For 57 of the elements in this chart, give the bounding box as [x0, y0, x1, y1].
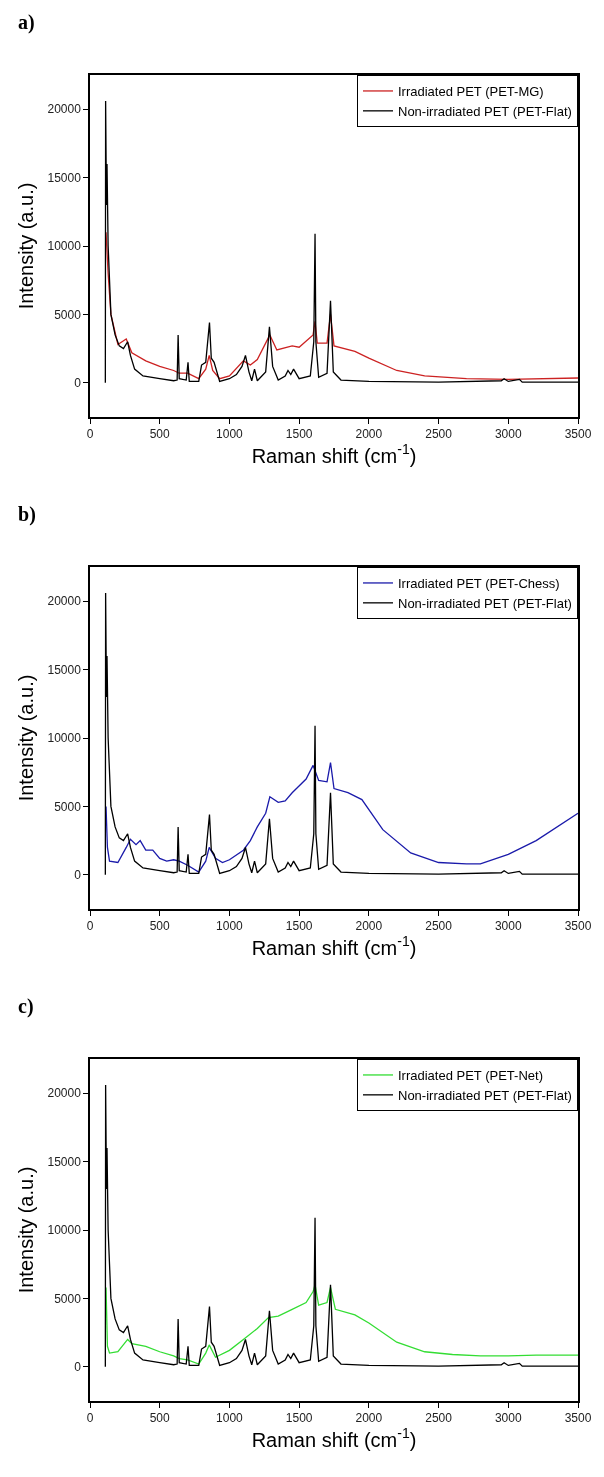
x-tick-label: 3500: [564, 1411, 592, 1426]
x-tick-label: 3000: [494, 1411, 522, 1426]
legend-label: Irradiated PET (PET-Chess): [398, 576, 560, 592]
legend-label: Non-irradiated PET (PET-Flat): [398, 595, 572, 611]
legend-label: Non-irradiated PET (PET-Flat): [398, 1087, 572, 1103]
x-tick-label: 2500: [425, 427, 453, 442]
line-series: [105, 1284, 578, 1365]
y-tick-label: 20000: [47, 102, 82, 117]
x-tick-label: 0: [86, 427, 94, 442]
x-axis-title: Raman shift (cm$^{-1}$): [251, 933, 417, 959]
y-tick-label: 5000: [54, 799, 82, 814]
x-axis-title: Raman shift (cm$^{-1}$): [251, 1425, 417, 1451]
chart-title: a): [18, 10, 35, 34]
y-tick-label: 0: [74, 1360, 82, 1374]
y-tick-label: 10000: [47, 239, 82, 254]
y-tick-label: 20000: [47, 594, 82, 609]
y-tick-label: 15000: [47, 170, 82, 185]
x-axis-title: Raman shift (cm$^{-1}$): [251, 441, 417, 467]
x-tick-label: 1500: [285, 919, 313, 934]
x-tick-label: 3000: [494, 919, 522, 934]
x-tick-label: 1000: [216, 427, 244, 442]
x-tick-label: 1500: [285, 1411, 313, 1426]
y-tick-label: 5000: [54, 1291, 82, 1306]
y-axis-title: Intensity (a.u.): [15, 182, 38, 310]
x-tick-label: 1000: [216, 1411, 244, 1426]
x-tick-label: 1500: [285, 427, 313, 442]
x-tick-label: 2500: [425, 919, 453, 934]
x-tick-label: 1000: [216, 919, 244, 934]
x-tick-label: 3500: [564, 919, 592, 934]
x-tick-label: 3500: [564, 427, 592, 442]
y-tick-label: 0: [74, 376, 82, 390]
chart-title: b): [18, 502, 36, 526]
chart-title: c): [18, 994, 34, 1018]
y-tick-label: 15000: [47, 662, 82, 677]
y-tick-label: 20000: [47, 1086, 82, 1101]
legend-label: Irradiated PET (PET-MG): [398, 84, 544, 100]
y-axis-title: Intensity (a.u.): [15, 1166, 38, 1294]
x-tick-label: 2500: [425, 1411, 453, 1426]
x-tick-label: 500: [149, 919, 171, 934]
y-tick-label: 10000: [47, 731, 82, 746]
x-tick-label: 2000: [355, 427, 383, 442]
y-tick-label: 5000: [54, 307, 82, 322]
legend-label: Irradiated PET (PET-Net): [398, 1068, 543, 1084]
y-axis-title: Intensity (a.u.): [15, 674, 38, 802]
x-tick-label: 500: [149, 1411, 171, 1426]
x-tick-label: 2000: [355, 919, 383, 934]
legend-label: Non-irradiated PET (PET-Flat): [398, 103, 572, 119]
y-tick-label: 15000: [47, 1154, 82, 1169]
x-tick-label: 2000: [355, 1411, 383, 1426]
x-tick-label: 0: [86, 1411, 94, 1426]
line-series: [105, 231, 578, 381]
x-tick-label: 0: [86, 919, 94, 934]
line-series: [105, 761, 578, 873]
x-tick-label: 3000: [494, 427, 522, 442]
y-tick-label: 10000: [47, 1223, 82, 1238]
x-tick-label: 500: [149, 427, 171, 442]
y-tick-label: 0: [74, 868, 82, 882]
